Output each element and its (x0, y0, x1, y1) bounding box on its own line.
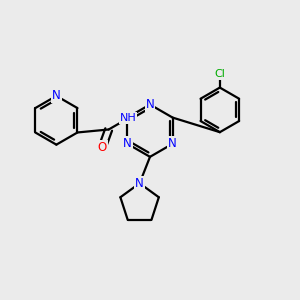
Text: N: N (123, 137, 132, 150)
Text: N: N (168, 137, 177, 150)
Text: N: N (52, 89, 61, 102)
Text: Cl: Cl (214, 69, 225, 79)
Text: N: N (135, 177, 144, 190)
Text: NH: NH (120, 113, 136, 123)
Text: N: N (146, 98, 154, 111)
Text: O: O (98, 141, 107, 154)
